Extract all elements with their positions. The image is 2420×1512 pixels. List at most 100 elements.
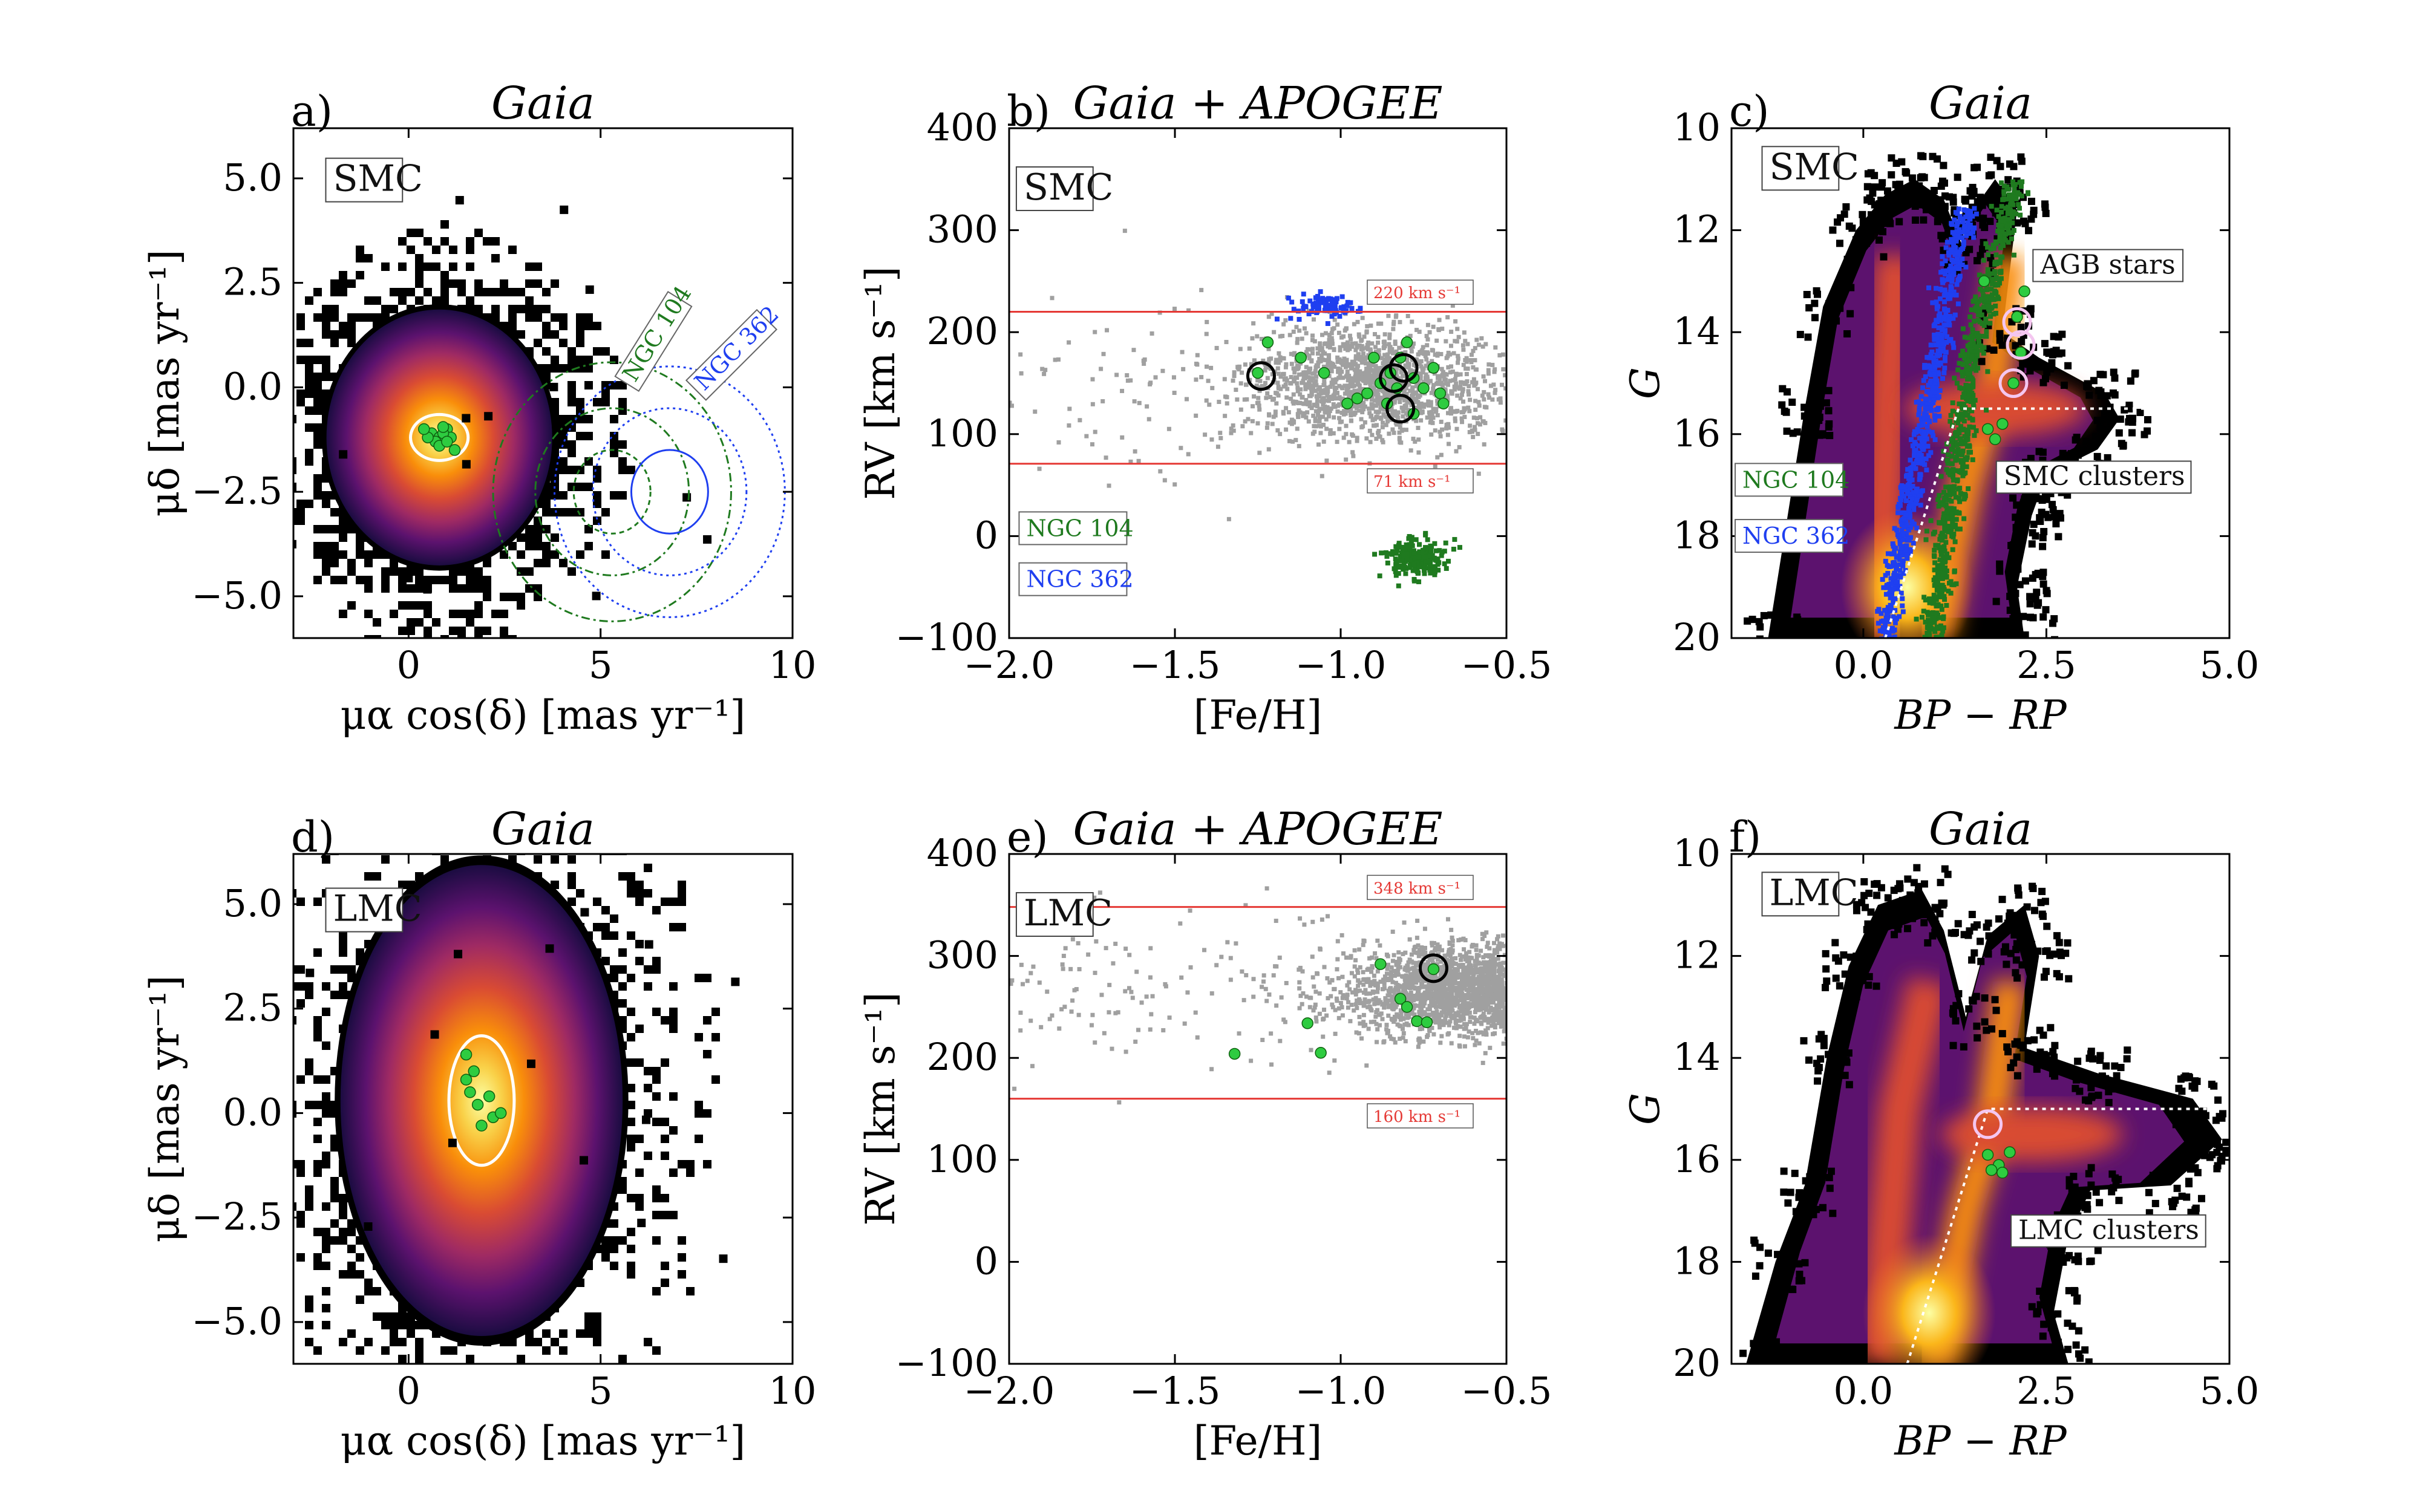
- ngc104-point: [1960, 395, 1966, 400]
- cloud-point: [1433, 409, 1438, 414]
- ngc362-point: [1947, 273, 1953, 278]
- cloud-point: [1428, 379, 1433, 383]
- ngc104-point: [1951, 468, 1956, 473]
- cloud-point: [1348, 411, 1353, 415]
- density-pixel: [407, 229, 415, 237]
- cloud-point: [1453, 419, 1457, 423]
- density-pixel: [356, 542, 364, 550]
- cloud-point: [1158, 469, 1163, 474]
- cloud-point: [1286, 410, 1291, 415]
- ngc104-point: [1951, 506, 1957, 512]
- circled-stars: [1246, 353, 1419, 424]
- cloud-point: [1364, 355, 1369, 360]
- cloud-point: [1317, 419, 1322, 424]
- density-pixel: [339, 516, 347, 525]
- density-pixel: [466, 246, 474, 254]
- cloud-point: [1412, 390, 1417, 395]
- density-pixel: [313, 381, 322, 389]
- x-axis-label: [Fe/H]: [1194, 692, 1323, 738]
- cloud-point: [1393, 341, 1398, 346]
- cmd-pixel: [2084, 380, 2091, 388]
- ngc362-point: [1954, 224, 1960, 229]
- density-pixel: [271, 423, 280, 432]
- cloud-point: [1424, 372, 1428, 377]
- cloud-point: [1361, 351, 1365, 356]
- cloud-point: [1462, 408, 1467, 413]
- ngc104-point: [1970, 378, 1976, 383]
- circled-star: [1385, 394, 1416, 424]
- cmd-pixel: [2014, 565, 2022, 573]
- ngc362-point: [1916, 412, 1921, 417]
- ngc362-point: [1937, 316, 1942, 321]
- density-pixel: [559, 415, 567, 423]
- cloud-point: [1251, 321, 1256, 326]
- density-pixel: [415, 1355, 424, 1363]
- cloud-point: [1199, 288, 1204, 293]
- cmd-pixel: [2036, 514, 2044, 522]
- cloud-point: [1365, 324, 1370, 328]
- cloud-point: [1320, 297, 1325, 302]
- density-pixel: [280, 457, 288, 466]
- cloud-point: [1375, 369, 1380, 374]
- ngc362-point: [1956, 206, 1961, 212]
- cluster-exclusion-circle: [630, 449, 709, 535]
- density-pixel: [517, 330, 525, 339]
- cloud-point: [1500, 427, 1505, 432]
- cloud-point: [1350, 341, 1355, 346]
- cloud-point: [1387, 383, 1392, 388]
- ngc104-point: [1965, 343, 1970, 348]
- ngc104-point: [1960, 406, 1966, 411]
- ngc362-point: [1929, 429, 1935, 435]
- ngc104-point: [1977, 309, 1983, 314]
- x-tick-label: −1.0: [1295, 643, 1387, 687]
- cmd-pixel: [1954, 174, 1961, 181]
- cloud-point: [1342, 328, 1347, 333]
- cloud-point: [1411, 562, 1417, 567]
- density-pixel: [449, 262, 457, 271]
- ngc362-point: [1897, 568, 1903, 573]
- density-pixel: [373, 296, 381, 305]
- cloud-point: [1347, 395, 1352, 400]
- cloud-point: [1428, 558, 1433, 564]
- density-pixel: [271, 423, 280, 432]
- ngc104-point: [1942, 495, 1947, 501]
- cloud-point: [1310, 431, 1315, 436]
- density-outlier: [404, 573, 413, 582]
- ngc362-point: [1930, 300, 1935, 305]
- cloud-point: [1084, 434, 1089, 438]
- member-star: [1318, 367, 1330, 379]
- density-pixel: [601, 347, 610, 356]
- cloud-point: [1302, 402, 1307, 406]
- density-pixel: [415, 279, 424, 288]
- cloud-point: [1458, 372, 1463, 377]
- cloud-point: [1323, 304, 1328, 309]
- cloud-point: [1359, 358, 1364, 363]
- cloud-point: [1417, 330, 1422, 334]
- cloud-point: [1510, 379, 1514, 383]
- cloud-point: [1056, 440, 1061, 445]
- cloud-point: [1432, 541, 1437, 546]
- cloud-point: [1326, 414, 1331, 419]
- cloud-point: [1387, 332, 1392, 337]
- cloud-point: [1318, 431, 1323, 435]
- ngc362-point: [1967, 217, 1973, 222]
- ngc104-point: [1958, 439, 1964, 445]
- cloud-point: [1304, 400, 1309, 405]
- cmd-pixel: [1811, 314, 1819, 322]
- ngc104-point: [1972, 298, 1978, 303]
- cloud-point: [1403, 363, 1408, 368]
- cloud-point: [1408, 539, 1414, 544]
- cloud-point: [1381, 412, 1386, 417]
- ngc104-point: [1941, 554, 1946, 559]
- cloud-point: [1321, 422, 1326, 427]
- cmd-pixel: [2072, 455, 2079, 463]
- cloud-point: [1319, 353, 1324, 358]
- ngc362-point: [1943, 290, 1948, 295]
- ngc104-point: [1964, 360, 1969, 365]
- cmd-pixel: [1917, 174, 1925, 182]
- ngc362-point: [1965, 228, 1970, 233]
- cloud-point: [1468, 397, 1473, 402]
- density-pixel: [339, 322, 347, 330]
- cloud-point: [1424, 334, 1429, 339]
- ngc104-point: [1976, 340, 1981, 345]
